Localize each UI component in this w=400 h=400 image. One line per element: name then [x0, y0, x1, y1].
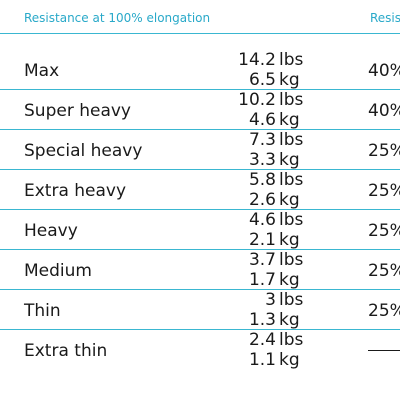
value-percent: 25%: [368, 141, 400, 161]
value-percent: 25%: [368, 181, 400, 201]
value-kg: 3.3: [248, 150, 276, 170]
row-label: Extra heavy: [24, 181, 127, 201]
value-percent: 40%: [368, 101, 400, 121]
row-label: Extra thin: [24, 341, 108, 361]
value-percent: 40%: [368, 61, 400, 81]
row-label: Max: [24, 61, 60, 81]
unit-lbs: lbs: [279, 210, 304, 230]
table-row: Medium 3.7 lbs 1.7 kg 25%: [0, 250, 400, 290]
value-kg: 1.3: [248, 310, 276, 330]
value-kg: 1.1: [248, 350, 276, 370]
value-percent: 25%: [368, 301, 400, 321]
value-lbs: 7.3: [248, 130, 276, 150]
empty-value-dash: [368, 350, 400, 351]
unit-kg: kg: [279, 310, 300, 330]
header-resistance-100: Resistance at 100% elongation: [24, 11, 211, 25]
value-kg: 6.5: [248, 70, 276, 90]
table-row: Super heavy 10.2 lbs 4.6 kg 40%: [0, 90, 400, 130]
row-label: Medium: [24, 261, 92, 281]
value-lbs: 3: [265, 290, 276, 310]
header-resistance-second: Resis: [370, 11, 400, 25]
row-label: Thin: [24, 301, 61, 321]
row-label: Special heavy: [24, 141, 143, 161]
table-row: Extra heavy 5.8 lbs 2.6 kg 25%: [0, 170, 400, 210]
value-lbs: 10.2: [238, 90, 276, 110]
value-lbs: 5.8: [248, 170, 276, 190]
value-lbs: 2.4: [248, 330, 276, 350]
value-kg: 1.7: [248, 270, 276, 290]
table-row: Max 14.2 lbs 6.5 kg 40%: [0, 50, 400, 90]
table-row: Thin 3 lbs 1.3 kg 25%: [0, 290, 400, 330]
unit-kg: kg: [279, 350, 300, 370]
unit-lbs: lbs: [279, 330, 304, 350]
unit-kg: kg: [279, 70, 300, 90]
unit-lbs: lbs: [279, 130, 304, 150]
value-kg: 2.6: [248, 190, 276, 210]
row-label: Super heavy: [24, 101, 131, 121]
unit-lbs: lbs: [279, 250, 304, 270]
value-percent: 25%: [368, 261, 400, 281]
unit-kg: kg: [279, 230, 300, 250]
unit-kg: kg: [279, 150, 300, 170]
table-row: Heavy 4.6 lbs 2.1 kg 25%: [0, 210, 400, 250]
unit-lbs: lbs: [279, 50, 304, 70]
value-percent: 25%: [368, 221, 400, 241]
row-label: Heavy: [24, 221, 78, 241]
table-row: Special heavy 7.3 lbs 3.3 kg 25%: [0, 130, 400, 170]
table-row: Extra thin 2.4 lbs 1.1 kg: [0, 330, 400, 370]
table-header: Resistance at 100% elongation Resis: [0, 0, 400, 34]
value-kg: 2.1: [248, 230, 276, 250]
value-lbs: 3.7: [248, 250, 276, 270]
resistance-table: Max 14.2 lbs 6.5 kg 40% Super heavy 10.2…: [0, 50, 400, 370]
unit-kg: kg: [279, 270, 300, 290]
unit-lbs: lbs: [279, 290, 304, 310]
unit-kg: kg: [279, 110, 300, 130]
value-lbs: 4.6: [248, 210, 276, 230]
value-lbs: 14.2: [238, 50, 276, 70]
unit-lbs: lbs: [279, 170, 304, 190]
unit-kg: kg: [279, 190, 300, 210]
unit-lbs: lbs: [279, 90, 304, 110]
value-kg: 4.6: [248, 110, 276, 130]
